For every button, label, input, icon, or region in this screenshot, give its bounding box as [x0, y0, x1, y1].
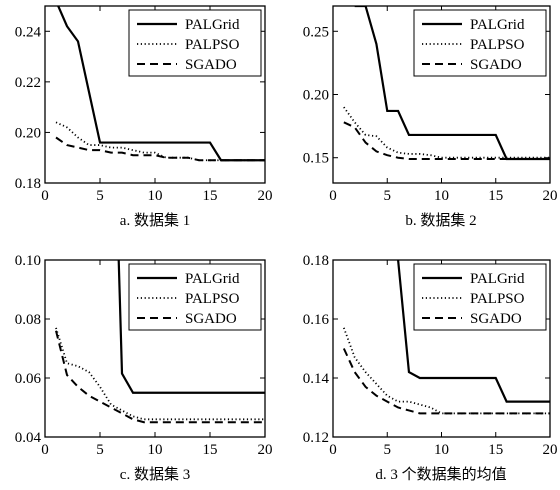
series-line-palpso [55, 327, 265, 421]
x-tick-label: 0 [329, 188, 337, 204]
x-tick-label: 20 [543, 188, 558, 204]
series-line-palgrid [57, 6, 265, 162]
legend: PALGrid PALPSO SGADO [413, 9, 547, 77]
series-line-sgado [55, 136, 265, 162]
chart-panel-2: 0 5 10 15 20 0.15 0.20 0.25 PALGrid PALPSO SGADO b.… [303, 5, 558, 229]
series-line-sgado [343, 121, 550, 160]
legend-label-palpso: PALPSO [185, 291, 240, 307]
y-tick-label: 0.25 [303, 24, 329, 40]
x-tick-label: 5 [384, 188, 392, 204]
x-tick-label: 5 [96, 442, 104, 458]
chart-panel-1: 0 5 10 15 20 0.18 0.20 0.22 0.24 PALGrid PALPSO SGA… [15, 5, 273, 229]
x-tick-label: 10 [148, 188, 163, 204]
panel-caption: b. 数据集 2 [405, 212, 476, 229]
legend-label-palgrid: PALGrid [470, 17, 525, 33]
x-tick-label: 10 [434, 442, 449, 458]
series-line-palpso [55, 121, 265, 162]
x-tick-label: 20 [258, 188, 273, 204]
y-tick-label: 0.08 [15, 312, 41, 328]
panel-caption: a. 数据集 1 [120, 212, 190, 229]
legend-label-palgrid: PALGrid [185, 17, 240, 33]
y-tick-label: 0.14 [303, 371, 330, 387]
legend-label-sgado: SGADO [185, 311, 237, 327]
y-tick-label: 0.04 [15, 430, 42, 446]
x-tick-label: 10 [148, 442, 163, 458]
legend: PALGrid PALPSO SGADO [413, 263, 547, 331]
series-line-sgado [342, 348, 550, 415]
x-tick-label: 15 [488, 188, 503, 204]
x-tick-label: 15 [488, 442, 503, 458]
legend-label-palpso: PALPSO [470, 37, 525, 53]
y-tick-label: 0.20 [15, 125, 41, 141]
y-tick-label: 0.15 [303, 151, 329, 167]
legend-label-sgado: SGADO [185, 57, 237, 73]
legend-label-palpso: PALPSO [470, 291, 525, 307]
y-tick-label: 0.06 [15, 371, 42, 387]
x-tick-label: 20 [258, 442, 273, 458]
chart-panel-3: 0 5 10 15 20 0.04 0.06 0.08 0.10 PALGrid PALPSO SGA… [15, 253, 273, 483]
x-tick-label: 5 [96, 188, 104, 204]
chart-panel-4: 0 5 10 15 20 0.12 0.14 0.16 0.18 PALGrid PALPSO SGA… [303, 253, 558, 483]
x-tick-label: 0 [329, 442, 337, 458]
x-tick-label: 0 [41, 188, 49, 204]
y-tick-label: 0.24 [15, 24, 42, 40]
x-tick-label: 10 [434, 188, 449, 204]
y-tick-label: 0.12 [303, 430, 329, 446]
legend-label-palpso: PALPSO [185, 37, 240, 53]
y-tick-label: 0.16 [303, 312, 330, 328]
y-tick-label: 0.18 [15, 176, 41, 192]
series-line-palgrid [117, 260, 265, 394]
legend: PALGrid PALPSO SGADO [128, 9, 262, 77]
panel-caption: c. 数据集 3 [120, 466, 190, 483]
series-line-sgado [55, 330, 265, 424]
x-tick-label: 20 [543, 442, 558, 458]
legend-label-palgrid: PALGrid [185, 271, 240, 287]
series-line-palgrid [397, 260, 550, 403]
x-tick-label: 0 [41, 442, 49, 458]
y-tick-label: 0.20 [303, 88, 329, 104]
legend: PALGrid PALPSO SGADO [128, 263, 262, 331]
y-tick-label: 0.18 [303, 253, 329, 269]
legend-label-sgado: SGADO [470, 57, 522, 73]
x-tick-label: 15 [203, 442, 218, 458]
x-tick-label: 5 [384, 442, 392, 458]
legend-label-palgrid: PALGrid [470, 271, 525, 287]
legend-label-sgado: SGADO [470, 311, 522, 327]
x-tick-label: 15 [203, 188, 218, 204]
panel-caption: d. 3 个数据集的均值 [375, 466, 506, 483]
y-tick-label: 0.10 [15, 253, 41, 269]
y-tick-label: 0.22 [15, 75, 41, 91]
